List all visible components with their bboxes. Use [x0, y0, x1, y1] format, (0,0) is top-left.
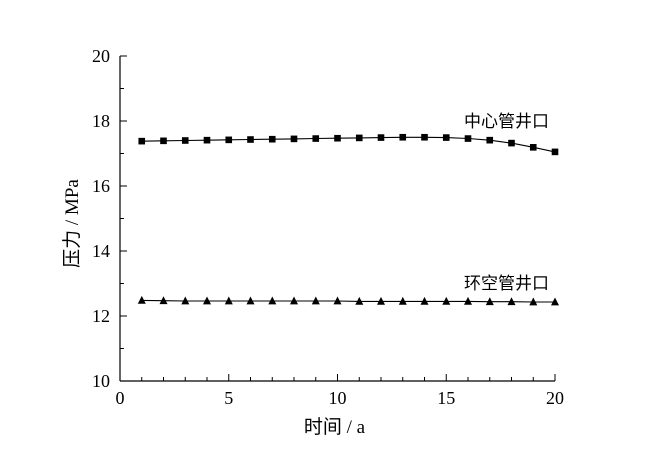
data-point-triangle	[355, 296, 364, 305]
data-point-square	[247, 136, 254, 143]
y-tick-label: 12	[92, 306, 110, 326]
series-label-1: 中心管井口	[464, 112, 549, 131]
plot-series	[137, 133, 559, 306]
data-point-triangle	[442, 296, 451, 305]
data-point-square	[290, 135, 298, 143]
data-point-square	[486, 136, 494, 144]
y-axis-title: 压力 / MPa	[61, 179, 83, 268]
data-point-triangle	[311, 296, 320, 305]
data-point-triangle	[420, 296, 429, 305]
data-point-triangle	[137, 295, 146, 304]
data-point-triangle	[377, 296, 385, 305]
data-point-triangle	[224, 296, 233, 305]
data-point-triangle	[290, 296, 298, 305]
y-tick-label: 10	[92, 371, 110, 391]
y-tick-label: 14	[92, 241, 110, 261]
data-point-triangle	[333, 296, 342, 305]
x-tick-label: 15	[437, 388, 455, 408]
data-point-square	[312, 135, 320, 142]
data-point-square	[421, 133, 428, 141]
x-tick-label: 5	[224, 388, 233, 408]
data-point-triangle	[203, 296, 211, 305]
data-point-square	[203, 136, 211, 144]
data-point-square	[464, 135, 472, 142]
x-tick-label: 0	[116, 388, 125, 408]
x-tick-label: 20	[546, 388, 564, 408]
plot-axes	[119, 56, 555, 382]
data-point-triangle	[268, 296, 277, 305]
data-point-square	[529, 144, 537, 151]
data-point-square	[225, 136, 233, 144]
y-tick-label: 18	[92, 111, 110, 131]
series-line-2	[141, 299, 555, 303]
data-point-triangle	[485, 297, 494, 306]
data-point-square	[160, 137, 167, 145]
data-point-triangle	[507, 297, 516, 306]
data-point-triangle	[398, 296, 407, 305]
y-tick-label: 16	[92, 176, 110, 196]
data-point-square	[551, 148, 559, 156]
series-line-1	[141, 136, 556, 153]
data-point-triangle	[464, 296, 472, 305]
data-point-triangle	[181, 296, 190, 305]
data-point-square	[442, 134, 450, 141]
data-point-square	[181, 137, 189, 144]
x-tick-label: 10	[329, 388, 347, 408]
data-point-triangle	[551, 297, 559, 306]
y-tick-label: 20	[92, 46, 110, 66]
x-axis-title: 时间 / a	[304, 416, 366, 438]
data-point-square	[377, 134, 385, 141]
data-point-triangle	[159, 296, 168, 305]
data-point-square	[508, 139, 515, 147]
data-point-triangle	[246, 296, 255, 305]
data-point-square	[334, 134, 341, 142]
data-point-square	[399, 133, 407, 141]
data-point-triangle	[529, 297, 538, 306]
data-point-square	[268, 135, 276, 143]
data-point-square	[355, 134, 363, 142]
series-label-2: 环空管井口	[464, 274, 549, 293]
plot-text: 0 5 10 15 20 10 12 14 16 18 20 时间 / a 压力 / MPa 中心管井口环…	[61, 46, 564, 438]
data-point-square	[138, 137, 146, 145]
axis-ticks	[119, 55, 556, 382]
